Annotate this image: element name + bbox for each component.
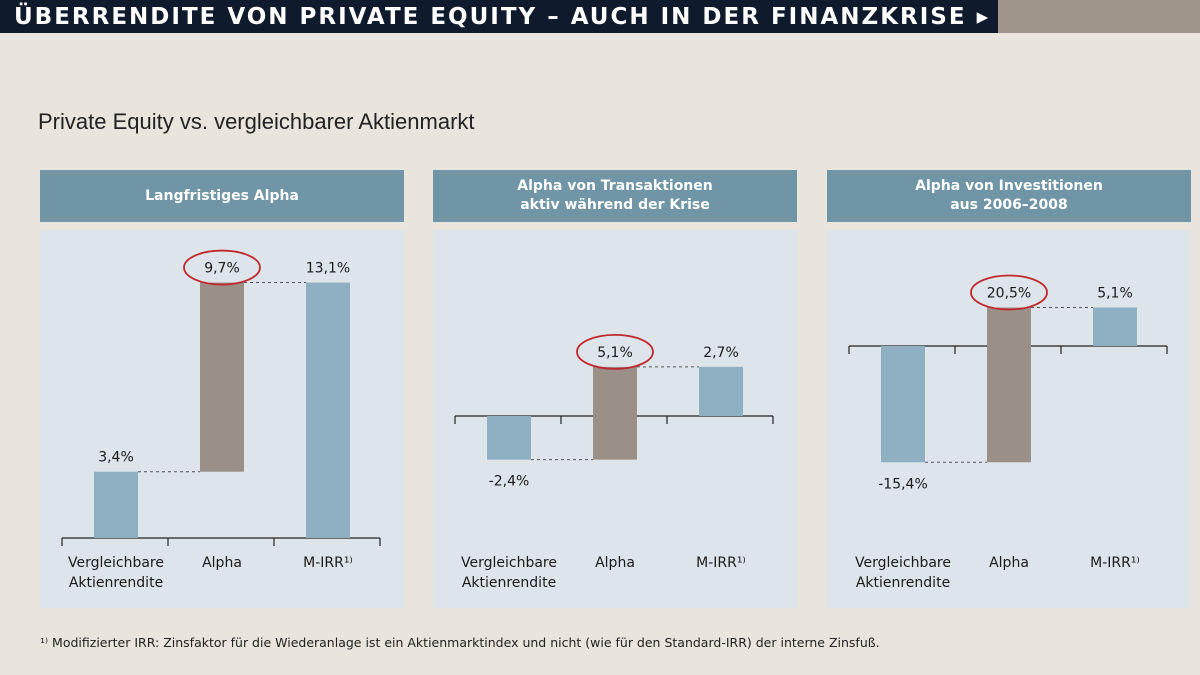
- panel-1-title-line-1: Langfristiges Alpha: [145, 187, 299, 204]
- title-bar: ÜBERRENDITE VON PRIVATE EQUITY – AUCH IN…: [0, 0, 1016, 33]
- category-label-2: Alpha: [989, 555, 1029, 571]
- bar-1: [487, 416, 531, 460]
- panel-3-title-line-1: Alpha von Investitionen: [915, 178, 1103, 194]
- category-label-2: Alpha: [595, 555, 635, 571]
- chart-subtitle: Private Equity vs. vergleichbarer Aktien…: [38, 109, 475, 134]
- category-label-1-line-2: Aktienrendite: [69, 575, 163, 591]
- footnote: ¹⁾ Modifizierter IRR: Zinsfaktor für die…: [40, 635, 880, 650]
- data-label-1: -15,4%: [878, 476, 928, 492]
- category-label-3: M-IRR¹⁾: [696, 555, 746, 571]
- page-title: ÜBERRENDITE VON PRIVATE EQUITY – AUCH IN…: [14, 4, 1019, 30]
- panel-2-title-line-2: aktiv während der Krise: [520, 197, 710, 213]
- data-label-2: 5,1%: [597, 345, 633, 361]
- bar-2: [593, 366, 637, 460]
- chart-2: -2,4% 5,1% 2,7% Vergleichbare Aktienrendite A…: [454, 333, 774, 591]
- bar-2: [200, 282, 244, 472]
- data-label-3: 5,1%: [1097, 285, 1133, 301]
- panel-2-title-line-1: Alpha von Transaktionen: [517, 178, 713, 194]
- bar-1: [881, 346, 925, 463]
- chart-1: 3,4% 9,7% 13,1% Vergleichbare Aktienrendite A…: [61, 249, 381, 591]
- panel-header-1: Langfristiges Alpha: [40, 170, 404, 222]
- bar-3: [306, 282, 350, 538]
- bar-3: [1093, 307, 1137, 346]
- highlight-ellipse: [183, 249, 261, 286]
- data-label-2: 9,7%: [204, 261, 240, 277]
- panel-body-3: -15,4% 20,5% 5,1% Vergleichbare Aktienrendit…: [827, 230, 1191, 608]
- data-label-1: 3,4%: [98, 450, 134, 466]
- category-label-1-line-1: Vergleichbare: [461, 555, 557, 571]
- bar-2: [987, 307, 1031, 463]
- category-label-2: Alpha: [202, 555, 242, 571]
- data-label-1: -2,4%: [489, 474, 530, 490]
- panel-header-3: Alpha von Investitionen aus 2006–2008: [827, 170, 1191, 222]
- bar-3: [699, 366, 743, 416]
- category-label-1-line-2: Aktienrendite: [856, 575, 950, 591]
- category-label-3: M-IRR¹⁾: [1090, 555, 1140, 571]
- bar-1: [94, 471, 138, 538]
- panel-body-2: -2,4% 5,1% 2,7% Vergleichbare Aktienrendite A…: [433, 230, 797, 608]
- data-label-2: 20,5%: [987, 285, 1031, 301]
- panel-header-2: Alpha von Transaktionen aktiv während de…: [433, 170, 797, 222]
- category-label-1-line-2: Aktienrendite: [462, 575, 556, 591]
- panel-body-1: 3,4% 9,7% 13,1% Vergleichbare Aktienrendite A…: [40, 230, 404, 608]
- highlight-ellipse: [970, 274, 1048, 311]
- title-bar-accent: [998, 0, 1200, 33]
- highlight-ellipse: [576, 333, 654, 370]
- data-label-3: 13,1%: [306, 261, 350, 277]
- panel-3-title-line-2: aus 2006–2008: [950, 197, 1068, 213]
- data-label-3: 2,7%: [703, 345, 739, 361]
- category-label-1-line-1: Vergleichbare: [855, 555, 951, 571]
- category-label-3: M-IRR¹⁾: [303, 555, 353, 571]
- chart-3: -15,4% 20,5% 5,1% Vergleichbare Aktienrendit…: [848, 274, 1168, 591]
- category-label-1-line-1: Vergleichbare: [68, 555, 164, 571]
